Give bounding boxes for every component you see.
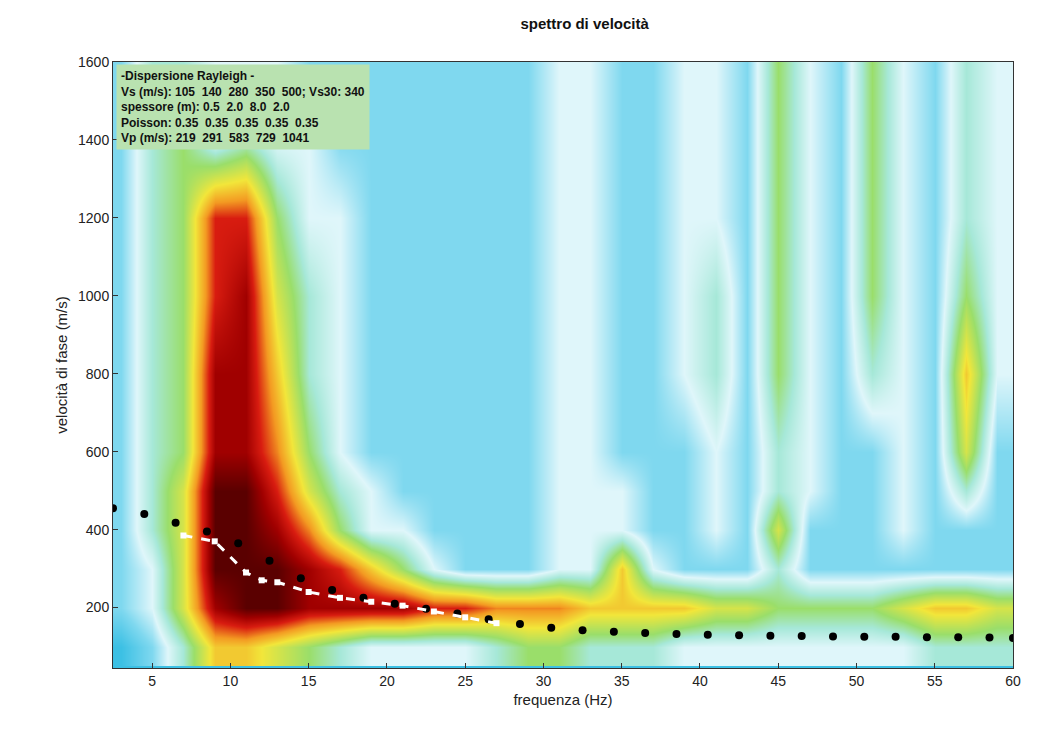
svg-text:spettro di velocità: spettro di velocità bbox=[520, 15, 649, 32]
svg-text:45: 45 bbox=[770, 673, 786, 689]
svg-text:5: 5 bbox=[148, 673, 156, 689]
svg-text:1000: 1000 bbox=[78, 288, 109, 304]
svg-text:15: 15 bbox=[301, 673, 317, 689]
svg-text:400: 400 bbox=[86, 522, 110, 538]
svg-text:10: 10 bbox=[223, 673, 239, 689]
svg-text:50: 50 bbox=[849, 673, 865, 689]
svg-text:frequenza (Hz): frequenza (Hz) bbox=[513, 691, 612, 708]
svg-text:-Dispersione Rayleigh -Vs (m/s: -Dispersione Rayleigh -Vs (m/s): 105 140… bbox=[121, 69, 365, 145]
svg-text:1400: 1400 bbox=[78, 132, 109, 148]
svg-text:35: 35 bbox=[614, 673, 630, 689]
svg-text:800: 800 bbox=[86, 366, 110, 382]
svg-text:60: 60 bbox=[1005, 673, 1021, 689]
svg-text:200: 200 bbox=[86, 599, 110, 615]
svg-text:30: 30 bbox=[536, 673, 552, 689]
svg-text:25: 25 bbox=[457, 673, 473, 689]
svg-text:velocità di fase (m/s): velocità di fase (m/s) bbox=[53, 296, 70, 434]
svg-text:55: 55 bbox=[927, 673, 943, 689]
svg-text:1200: 1200 bbox=[78, 210, 109, 226]
svg-text:20: 20 bbox=[379, 673, 395, 689]
svg-text:40: 40 bbox=[692, 673, 708, 689]
svg-text:600: 600 bbox=[86, 444, 110, 460]
svg-text:1600: 1600 bbox=[78, 54, 109, 70]
